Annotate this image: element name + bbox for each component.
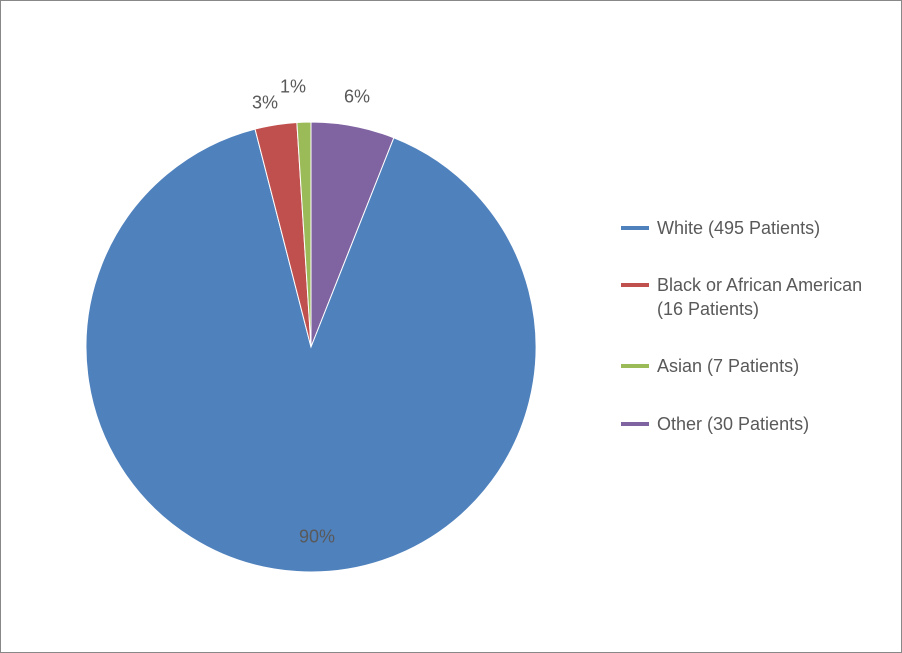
slice-label-0: 6% [344, 86, 370, 107]
legend-swatch [621, 422, 649, 426]
pie-svg-wrap: 6% 90% 3% 1% [61, 77, 561, 577]
legend-swatch [621, 364, 649, 368]
legend-label: Black or African American (16 Patients) [657, 274, 881, 321]
legend-swatch [621, 283, 649, 287]
legend: White (495 Patients) Black or African Am… [621, 217, 881, 436]
legend-item: Asian (7 Patients) [621, 355, 881, 378]
pie-area: 6% 90% 3% 1% [1, 1, 621, 652]
slice-label-1: 90% [299, 526, 335, 547]
legend-item: Black or African American (16 Patients) [621, 274, 881, 321]
legend-item: Other (30 Patients) [621, 413, 881, 436]
legend-label: Asian (7 Patients) [657, 355, 799, 378]
slice-label-2: 3% [252, 92, 278, 113]
chart-container: 6% 90% 3% 1% White (495 Patients) Black … [0, 0, 902, 653]
legend-swatch [621, 226, 649, 230]
legend-item: White (495 Patients) [621, 217, 881, 240]
legend-label: White (495 Patients) [657, 217, 820, 240]
slice-label-3: 1% [280, 76, 306, 97]
legend-label: Other (30 Patients) [657, 413, 809, 436]
